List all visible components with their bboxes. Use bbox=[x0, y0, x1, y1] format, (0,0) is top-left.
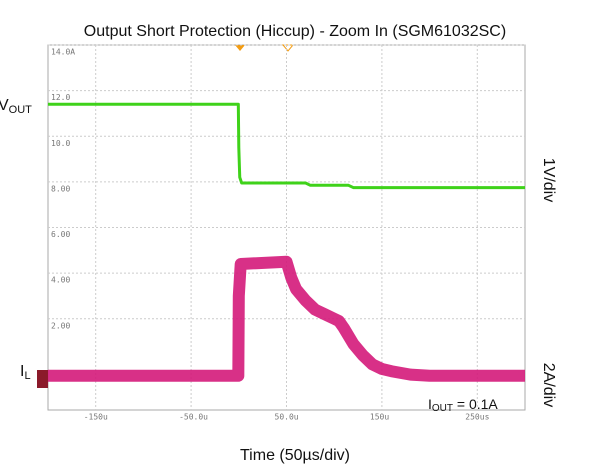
y-tick-label: 4.00 bbox=[51, 276, 70, 285]
label-sub: L bbox=[24, 370, 30, 382]
series-line bbox=[48, 102, 525, 190]
note-rest: = 0.1A bbox=[453, 396, 498, 412]
x-tick-label: -50.0u bbox=[179, 413, 208, 422]
trigger-marker bbox=[235, 45, 245, 51]
y-tick-label: 14.0A bbox=[51, 48, 75, 57]
label-main: V bbox=[0, 97, 9, 114]
y-tick-label: 8.00 bbox=[51, 184, 70, 193]
x-tick-label: 150u bbox=[370, 413, 389, 422]
series-line bbox=[48, 255, 525, 382]
y-tick-label: 2.00 bbox=[51, 321, 70, 330]
y-tick-label: 10.0 bbox=[51, 139, 70, 148]
x-tick-label: 50.0u bbox=[275, 413, 299, 422]
note-main: I bbox=[428, 396, 432, 412]
il-scale: 2A/div bbox=[540, 363, 557, 407]
chart-title: Output Short Protection (Hiccup) - Zoom … bbox=[84, 23, 506, 40]
x-axis-label: Time (50µs/div) bbox=[240, 447, 350, 464]
iout-note: IOUT = 0.1A bbox=[428, 396, 498, 414]
y-tick-label: 6.00 bbox=[51, 230, 70, 239]
note-sub: OUT bbox=[432, 403, 453, 414]
channel-marker bbox=[37, 370, 48, 388]
y-tick-label: 12.0 bbox=[51, 93, 70, 102]
label-sub: OUT bbox=[9, 104, 33, 116]
vout-label: VOUT bbox=[0, 97, 32, 116]
vout-scale: 1V/div bbox=[540, 158, 557, 202]
label-main: I bbox=[20, 363, 24, 380]
x-tick-label: 250us bbox=[465, 413, 489, 422]
trigger-marker bbox=[281, 44, 295, 52]
il-label: IL bbox=[20, 363, 31, 382]
x-tick-label: -150u bbox=[84, 413, 108, 422]
